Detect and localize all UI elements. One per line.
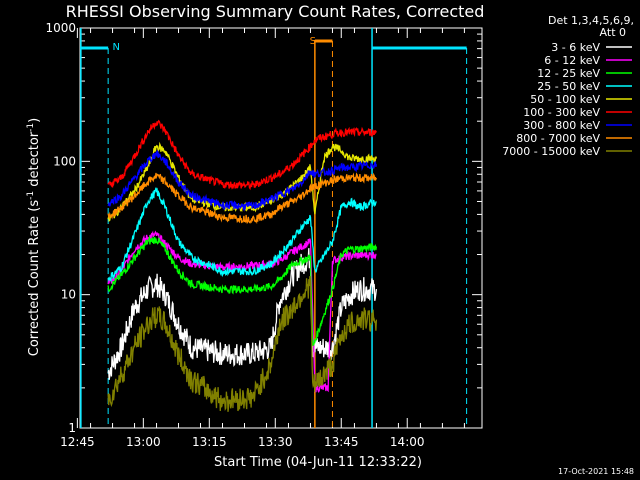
legend-label-1: 6 - 12 keV	[544, 54, 600, 67]
chart-title: RHESSI Observing Summary Count Rates, Co…	[66, 2, 485, 21]
x-tick-label: 14:00	[390, 435, 425, 449]
x-tick-label: 13:45	[324, 435, 359, 449]
timestamp: 17-Oct-2021 15:48	[558, 467, 634, 476]
legend-label-0: 3 - 6 keV	[551, 41, 600, 54]
series-line-7	[107, 172, 377, 225]
plot-area: 1 10 100 1000 12:45 13:00 13:15 13:30 13:45 14:00…	[45, 21, 483, 449]
legend-label-3: 25 - 50 keV	[537, 80, 600, 93]
legend-label-7: 800 - 7000 keV	[516, 132, 600, 145]
flag-label-n: N	[113, 42, 120, 53]
x-tick-label: 13:30	[258, 435, 293, 449]
x-tick-label: 13:15	[192, 435, 227, 449]
series-line-0	[107, 248, 378, 380]
legend-label-2: 12 - 25 keV	[537, 67, 600, 80]
series-line-1	[107, 230, 377, 393]
series-line-6	[107, 150, 378, 212]
legend-label-5: 100 - 300 keV	[523, 106, 600, 119]
series-line-3	[107, 187, 377, 282]
series-line-8	[107, 276, 378, 412]
legend-label-8: 7000 - 15000 keV	[502, 145, 600, 158]
legend-header-attenuator: Att 0	[600, 26, 626, 39]
legend-header-detectors: Det 1,3,4,5,6,9,	[548, 14, 634, 27]
x-tick-label: 12:45	[60, 435, 95, 449]
y-tick-label: 1000	[45, 21, 76, 35]
series-line-2	[107, 235, 378, 347]
y-tick-label: 10	[61, 288, 76, 302]
x-tick-label: 13:00	[126, 435, 161, 449]
legend-label-4: 50 - 100 keV	[530, 93, 600, 106]
y-tick-label: 1	[68, 421, 76, 435]
x-axis-label: Start Time (04-Jun-11 12:33:22)	[214, 455, 422, 470]
series-line-5	[107, 119, 377, 191]
y-tick-label: 100	[53, 154, 76, 168]
y-axis-label: Corrected Count Rate (s-1 detector-1)	[26, 118, 42, 356]
plot-frame	[79, 27, 483, 429]
flag-label-s: S	[310, 36, 316, 47]
legend-label-6: 300 - 800 keV	[523, 119, 600, 132]
